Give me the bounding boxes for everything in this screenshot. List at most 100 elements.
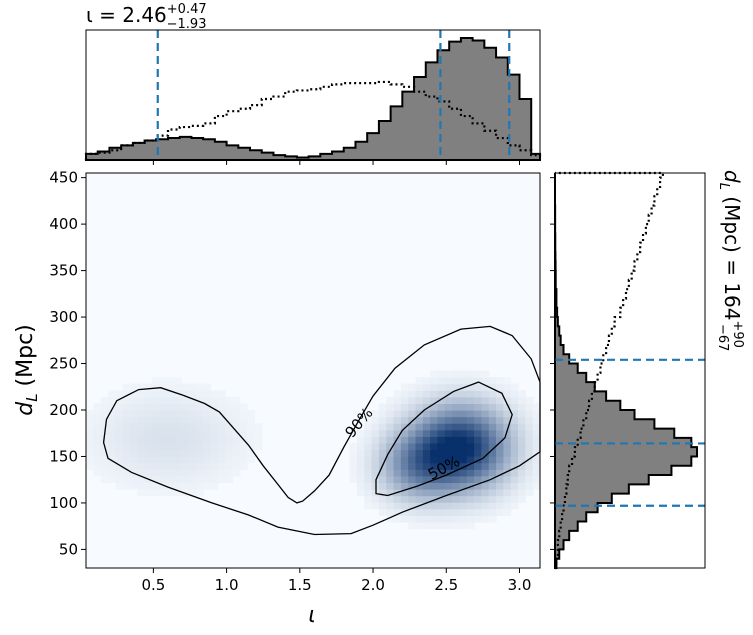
heatmap-cell: [386, 442, 395, 451]
heatmap-cell: [503, 456, 512, 464]
heatmap-cell: [474, 456, 483, 464]
heatmap-cell: [188, 423, 197, 431]
heatmap-cell: [378, 489, 387, 497]
heatmap-cell: [107, 449, 116, 457]
heatmap-cell: [430, 416, 439, 424]
heatmap-cell: [129, 390, 138, 398]
heatmap-cell: [122, 449, 131, 457]
heatmap-cell: [159, 489, 168, 497]
heatmap-cell: [532, 442, 541, 451]
heatmap-cell: [466, 502, 475, 510]
heatmap-cell: [393, 396, 402, 405]
heatmap-cell: [364, 482, 373, 490]
heatmap-cell: [466, 475, 475, 484]
heatmap-cell: [122, 462, 131, 470]
heatmap-cell: [137, 449, 146, 457]
heatmap-cell: [496, 436, 504, 444]
heatmap-cell: [415, 390, 424, 398]
heatmap-cell: [151, 436, 160, 444]
heatmap-cell: [137, 442, 146, 451]
heatmap-cell: [364, 442, 373, 451]
heatmap-cell: [503, 436, 512, 444]
heatmap-cell: [459, 396, 468, 405]
heatmap-cell: [452, 370, 461, 378]
heatmap-cell: [400, 396, 409, 405]
heatmap-cell: [393, 502, 402, 510]
heatmap-cell: [144, 469, 153, 477]
heatmap-cell: [137, 383, 146, 391]
heatmap-cell: [225, 442, 234, 451]
heatmap-cell: [86, 462, 94, 470]
heatmap-cell: [474, 495, 483, 503]
heatmap-cell: [356, 442, 365, 451]
heatmap-cell: [232, 403, 241, 411]
heatmap-cell: [518, 482, 526, 490]
heatmap-cell: [437, 436, 446, 444]
heatmap-cell: [166, 436, 175, 444]
heatmap-cell: [488, 403, 497, 411]
heatmap-cell: [217, 423, 226, 431]
heatmap-cell: [129, 383, 138, 391]
heatmap-cell: [474, 403, 483, 411]
heatmap-cell: [86, 442, 94, 451]
heatmap-cell: [188, 482, 197, 490]
heatmap-cell: [510, 416, 519, 424]
heatmap-cell: [159, 456, 168, 464]
heatmap-cell: [144, 436, 153, 444]
heatmap-cell: [129, 442, 138, 451]
heatmap-cell: [166, 416, 175, 424]
heatmap-cell: [481, 423, 490, 431]
heatmap-cell: [188, 456, 197, 464]
heatmap-cell: [408, 495, 417, 503]
heatmap-cell: [518, 403, 526, 411]
heatmap-cell: [181, 423, 190, 431]
heatmap-cell: [532, 410, 541, 418]
heatmap-cell: [181, 410, 190, 418]
heatmap-cell: [488, 383, 497, 391]
heatmap-cell: [408, 390, 417, 398]
heatmap-cell: [173, 462, 182, 470]
heatmap-cell: [166, 403, 175, 411]
heatmap-cell: [93, 429, 102, 437]
heatmap-cell: [444, 521, 453, 530]
heatmap-cell: [107, 475, 116, 484]
heatmap-cell: [408, 416, 417, 424]
heatmap-cell: [93, 416, 102, 424]
heatmap-cell: [239, 429, 248, 437]
heatmap-cell: [474, 442, 483, 451]
heatmap-cell: [217, 429, 226, 437]
heatmap-cell: [452, 515, 461, 523]
heatmap-cell: [422, 416, 431, 424]
heatmap-cell: [86, 423, 94, 431]
heatmap-cell: [474, 377, 483, 385]
y-tick-label: 150: [49, 447, 78, 465]
heatmap-cell: [393, 390, 402, 398]
heatmap-cell: [481, 508, 490, 516]
heatmap-cell: [488, 495, 497, 503]
heatmap-cell: [239, 410, 248, 418]
heatmap-cell: [444, 475, 453, 484]
heatmap-cell: [144, 462, 153, 470]
heatmap-cell: [195, 489, 204, 497]
heatmap-cell: [503, 390, 512, 398]
heatmap-cell: [115, 416, 124, 424]
heatmap-cell: [481, 515, 490, 523]
heatmap-cell: [459, 489, 468, 497]
heatmap-cell: [400, 462, 409, 470]
heatmap-cell: [364, 495, 373, 503]
heatmap-cell: [481, 370, 490, 378]
heatmap-cell: [408, 469, 417, 477]
heatmap-cell: [239, 403, 248, 411]
heatmap-cell: [173, 410, 182, 418]
heatmap-cell: [247, 423, 256, 431]
heatmap-cell: [188, 390, 197, 398]
heatmap-cell: [510, 396, 519, 405]
heatmap-cell: [181, 475, 190, 484]
heatmap-cell: [452, 456, 461, 464]
heatmap-cell: [488, 442, 497, 451]
heatmap-cell: [503, 469, 512, 477]
heatmap-cell: [393, 508, 402, 516]
heatmap-cell: [386, 462, 395, 470]
heatmap-cell: [203, 462, 212, 470]
heatmap-cell: [151, 429, 160, 437]
